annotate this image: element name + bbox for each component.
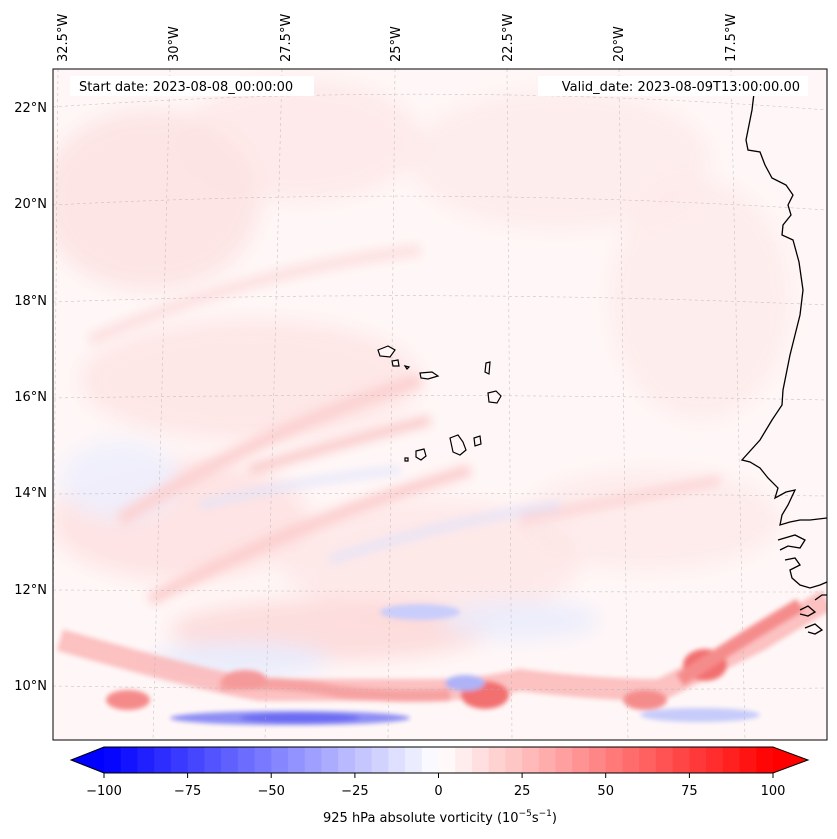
colorbar-segment	[221, 747, 239, 773]
coastlines	[740, 84, 827, 635]
vorticity-band-south	[56, 590, 827, 725]
colorbar-segment	[522, 747, 540, 773]
lon-label-22-5w: 22.5°W	[501, 14, 516, 62]
colorbar-segment	[354, 747, 373, 773]
colorbar-segment	[287, 747, 306, 773]
lon-label-17-5w: 17.5°W	[724, 14, 739, 62]
colorbar-segment	[237, 747, 255, 773]
colorbar-segment	[170, 747, 189, 773]
colorbar-segment	[572, 747, 590, 773]
colorbar-ticks	[103, 773, 774, 778]
colorbar-segment	[187, 747, 205, 773]
colorbar-segment	[405, 747, 423, 773]
colorbar-segment	[438, 747, 456, 773]
cape-verde-islands	[377, 345, 502, 462]
colorbar-segment	[538, 747, 556, 773]
lon-label-25w: 25°W	[389, 26, 404, 62]
colorbar-segment	[371, 747, 389, 773]
lon-label-30w: 30°W	[167, 26, 182, 62]
colorbar-segment	[321, 747, 339, 773]
colorbar: −100 −75 −50 −25 0 25 50 75 100 925 hPa …	[69, 746, 810, 826]
colorbar-segment	[722, 747, 740, 773]
colorbar-segment	[505, 747, 523, 773]
colorbar-segment	[756, 747, 774, 773]
start-date-label: Start date: 2023-08-08_00:00:00	[79, 80, 293, 95]
latitude-labels: 22°N 20°N 18°N 16°N 14°N 12°N 10°N	[14, 101, 47, 694]
colorbar-segment	[204, 747, 222, 773]
cbar-tick-label: 25	[514, 784, 531, 799]
lat-label-14n: 14°N	[14, 486, 47, 501]
colorbar-segment	[672, 747, 690, 773]
colorbar-segment	[706, 747, 724, 773]
lon-label-27-5w: 27.5°W	[279, 14, 294, 62]
map-gridlines	[53, 69, 827, 740]
colorbar-segment	[655, 747, 674, 773]
colorbar-segment	[622, 747, 640, 773]
cbar-tick-label: −75	[174, 784, 201, 799]
colorbar-segment	[639, 747, 657, 773]
colorbar-segment	[471, 747, 490, 773]
colorbar-segment	[689, 747, 707, 773]
colorbar-segment	[589, 747, 607, 773]
colorbar-segment	[421, 747, 439, 773]
colorbar-segment	[154, 747, 172, 773]
colorbar-max-extend	[773, 747, 808, 773]
colorbar-segment	[488, 747, 506, 773]
cbar-tick-label: −25	[341, 784, 368, 799]
valid-date-box	[538, 76, 808, 96]
colorbar-segment	[137, 747, 155, 773]
colorbar-min-extend	[71, 747, 104, 773]
africa-coastline	[740, 84, 827, 526]
map-panel	[53, 69, 827, 740]
cbar-tick-label: 100	[761, 784, 786, 799]
colorbar-tick-labels: −100 −75 −50 −25 0 25 50 75 100	[86, 784, 785, 799]
map-frame	[52, 68, 828, 741]
colorbar-label: 925 hPa absolute vorticity (10−5s−1)	[323, 809, 557, 826]
colorbar-segment	[120, 747, 138, 773]
lat-label-12n: 12°N	[14, 583, 47, 598]
lon-label-32-5w: 32.5°W	[56, 14, 71, 62]
colorbar-segment	[304, 747, 322, 773]
colorbar-segment	[338, 747, 356, 773]
lat-label-20n: 20°N	[14, 197, 47, 212]
colorbar-segment	[605, 747, 623, 773]
colorbar-segment	[455, 747, 473, 773]
valid-date-label: Valid_date: 2023-08-09T13:00:00.00	[562, 80, 800, 95]
colorbar-segment	[388, 747, 406, 773]
lat-label-18n: 18°N	[14, 294, 47, 309]
colorbar-segment	[555, 747, 573, 773]
colorbar-segment	[104, 747, 122, 773]
colorbar-segment	[739, 747, 757, 773]
longitude-labels: 32.5°W 30°W 27.5°W 25°W 22.5°W 20°W 17.5…	[56, 14, 739, 62]
cbar-tick-label: 75	[681, 784, 698, 799]
cbar-tick-label: 0	[434, 784, 442, 799]
cbar-tick-label: 50	[597, 784, 614, 799]
lon-label-20w: 20°W	[612, 26, 627, 62]
colorbar-segment	[271, 747, 289, 773]
lat-label-10n: 10°N	[14, 679, 47, 694]
cbar-tick-label: −50	[257, 784, 284, 799]
colorbar-segment	[254, 747, 272, 773]
lat-label-22n: 22°N	[14, 101, 47, 116]
vorticity-streaks	[87, 244, 721, 606]
cbar-tick-label: −100	[86, 784, 122, 799]
colorbar-segments	[71, 747, 808, 773]
lat-label-16n: 16°N	[14, 390, 47, 405]
start-date-box	[70, 76, 314, 96]
